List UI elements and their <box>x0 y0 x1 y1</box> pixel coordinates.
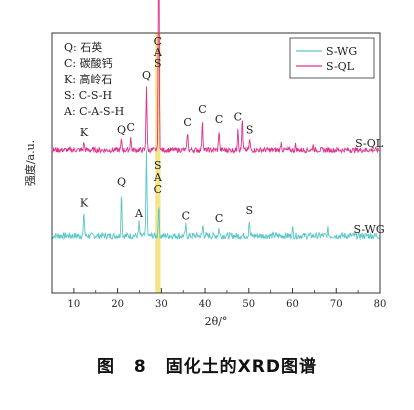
x-axis-label: 2θ/° <box>205 315 228 328</box>
series-end-label: S-QL <box>355 137 384 150</box>
x-tick-label: 70 <box>330 299 343 310</box>
band-label-lower: A <box>153 171 163 184</box>
peak-label: C <box>215 212 223 225</box>
legend-box <box>289 37 375 79</box>
x-tick-label: 20 <box>111 299 124 310</box>
peak-label: A <box>134 207 144 220</box>
peak-label: K <box>80 126 89 139</box>
band-label-top: S <box>154 57 162 70</box>
series-end-label: S-WG <box>353 223 384 236</box>
peak-label: Q <box>142 69 151 82</box>
caption-text: 固化土的XRD图谱 <box>165 357 317 377</box>
key-line: Q: 石英 <box>64 40 102 54</box>
band-label-top: A <box>153 46 163 59</box>
x-tick-label: 10 <box>67 299 80 310</box>
x-tick-label: 80 <box>374 299 387 310</box>
x-tick-label: 40 <box>199 299 212 310</box>
peak-label: C <box>127 121 135 134</box>
key-line: S: C-S-H <box>64 89 112 102</box>
peak-label: C <box>198 103 206 116</box>
series-line-S-WG <box>51 150 381 241</box>
band-label-lower: C <box>154 183 162 196</box>
peak-label: S <box>246 124 254 137</box>
peak-label: S <box>245 204 253 217</box>
peak-label: C <box>215 113 223 126</box>
key-line: K: 高岭石 <box>64 72 112 86</box>
peak-label: C <box>183 116 191 129</box>
legend-label: S-WG <box>326 45 357 58</box>
caption-number: 8 <box>133 357 147 377</box>
figure-caption: 图 8 固化土的XRD图谱 <box>0 352 414 377</box>
band-label-top: C <box>154 35 162 48</box>
band-label-lower: S <box>154 159 162 172</box>
key-line: A: C-A-S-H <box>63 105 124 118</box>
x-tick-label: 30 <box>155 299 168 310</box>
series-line-S-QL <box>51 0 381 155</box>
peak-label: Q <box>117 124 126 137</box>
x-tick-label: 50 <box>242 299 255 310</box>
key-line: C: 碳酸钙 <box>64 56 113 70</box>
peak-label: K <box>80 196 89 209</box>
x-tick-label: 60 <box>286 299 299 310</box>
y-axis-label: 强度/a.u. <box>23 140 37 186</box>
peak-label: C <box>234 111 242 124</box>
peak-label: C <box>182 209 190 222</box>
highlight-band <box>155 33 161 293</box>
caption-label: 图 <box>97 357 115 377</box>
legend-label: S-QL <box>326 60 355 73</box>
plot-frame <box>51 32 381 294</box>
peak-label: Q <box>117 176 126 189</box>
